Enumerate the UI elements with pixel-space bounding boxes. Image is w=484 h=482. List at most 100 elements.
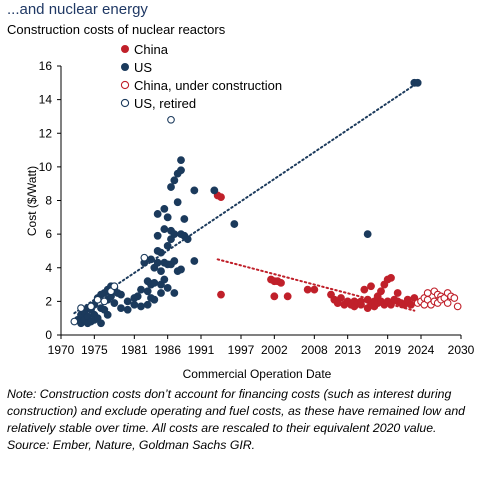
data-points [70,78,462,328]
point-china-under-construction [450,294,459,302]
point-us [150,295,159,304]
point-china-under-construction [443,299,452,307]
point-china [277,278,285,287]
x-tick-label: 2013 [334,343,361,357]
legend-label-us-retired: US, retired [134,96,196,111]
point-us [160,205,169,213]
x-tick-label: 1970 [48,343,75,357]
point-us-retired [140,253,149,262]
point-us [153,258,162,267]
trendline-us [73,81,419,315]
point-us-retired [70,317,79,326]
y-axis-title: Cost ($/Watt) [25,166,39,236]
x-tick-label: 2030 [448,343,475,357]
y-tick-label: 14 [39,93,53,107]
trendlines [73,81,419,315]
point-china [367,282,375,291]
x-axis-title: Commercial Operation Date [183,367,332,381]
point-us [153,231,162,240]
point-us [103,310,112,319]
legend-marker-china [121,45,129,53]
x-tick-label: 2024 [408,343,435,357]
scatter-chart: 1970 1975 1981 1986 1991 1997 2002 2008 2013 2019… [25,42,475,381]
point-us [163,213,172,222]
x-tick-label: 1997 [228,343,255,357]
point-us [153,210,162,218]
point-china [357,297,365,306]
point-us [157,289,165,297]
point-us [157,267,165,276]
legend-label-china: China [134,42,169,57]
point-us [183,235,192,244]
point-us [143,300,152,309]
y-tick-label: 0 [45,328,52,342]
point-us-retired [77,304,85,312]
x-tick-label: 1986 [154,343,181,357]
y-tick-label: 10 [39,160,53,174]
point-us [180,215,189,223]
legend-marker-us [121,63,129,71]
point-us [170,289,179,297]
point-china [283,292,292,301]
y-tick-label: 6 [45,227,52,241]
point-us [190,257,199,265]
point-us-retired [93,295,102,304]
point-us [163,284,172,292]
point-us [173,198,182,207]
point-us [163,241,172,250]
point-us [167,183,175,191]
point-us-retired [167,115,175,124]
point-us-retired [110,282,119,291]
point-china-under-construction [453,302,462,311]
point-us [147,255,155,264]
point-us [413,78,422,87]
point-us [230,220,239,228]
footnote: Note: Construction costs don’t account f… [7,386,479,454]
point-us [137,285,145,294]
footnote-note: Note: Construction costs don’t account f… [7,387,465,435]
point-us [117,304,125,312]
legend: China US China, under construction US, reti… [120,42,282,111]
legend-label-china-under-construction: China, under construction [134,78,282,93]
point-china [217,193,225,202]
point-us [170,230,179,239]
point-china [377,287,385,296]
point-us [117,290,125,299]
point-us [170,257,179,265]
point-us [137,302,145,311]
point-us [177,156,185,165]
point-us-retired [87,302,95,311]
point-us [110,299,119,307]
point-us [170,176,179,185]
chart-subtitle: Construction costs of nuclear reactors [7,22,226,37]
point-china [217,290,225,299]
page-title: ...and nuclear energy [7,1,148,18]
y-tick-label: 16 [39,59,53,73]
axes: 1970 1975 1981 1986 1991 1997 2002 2008 2013 2019… [39,59,475,357]
trendline-china [216,258,416,312]
point-us [130,300,139,309]
point-china [270,292,279,301]
point-us [363,230,372,239]
y-tick-label: 12 [39,126,53,140]
point-us [97,319,105,328]
point-us [143,287,152,296]
point-us [150,278,159,287]
point-china [360,285,369,294]
point-us [190,186,199,195]
point-us [177,265,185,274]
point-china-under-construction [423,289,432,297]
footnote-source: Source: Ember, Nature, Goldman Sachs GIR… [7,438,256,452]
x-tick-label: 1975 [81,343,108,357]
point-us [210,186,219,195]
point-china [337,294,345,302]
point-china [310,285,319,294]
x-tick-label: 1991 [188,343,215,357]
y-tick-label: 8 [45,194,52,208]
point-us [123,297,132,306]
x-tick-label: 2019 [374,343,401,357]
point-us [160,275,169,284]
legend-marker-china-under-construction [120,80,130,90]
y-tick-label: 4 [45,261,52,275]
point-china [407,300,415,309]
